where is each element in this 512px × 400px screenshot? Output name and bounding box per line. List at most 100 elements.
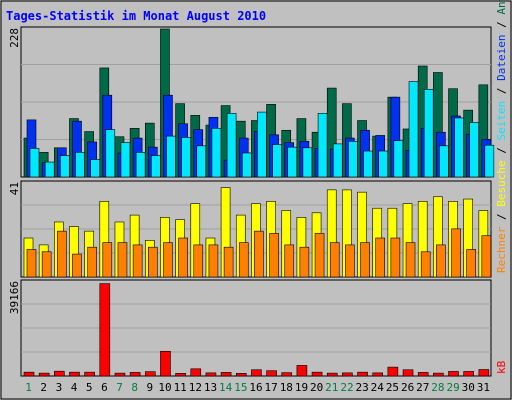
bar-kb-day-21 xyxy=(326,372,338,377)
x-tick-label-11: 11 xyxy=(174,381,187,394)
bar-kb-day-22 xyxy=(342,372,353,377)
bar-rechner-day-31 xyxy=(481,235,492,278)
bar-rechner-day-8 xyxy=(132,244,143,278)
x-tick-label-15: 15 xyxy=(234,381,247,394)
bar-seiten-day-14 xyxy=(226,113,237,178)
bar-rechner-day-13 xyxy=(208,244,219,278)
panel-bottom: 39166 xyxy=(8,279,492,377)
x-tick-label-19: 19 xyxy=(295,381,308,394)
x-tick-label-1: 1 xyxy=(25,381,32,394)
x-tick-label-7: 7 xyxy=(116,381,123,394)
bar-seiten-day-20 xyxy=(317,113,328,178)
bar-rechner-day-5 xyxy=(87,246,97,278)
bar-rechner-day-9 xyxy=(147,246,158,278)
bar-rechner-day-22 xyxy=(345,244,355,278)
bar-kb-day-14 xyxy=(220,372,232,377)
bar-seiten-day-12 xyxy=(196,145,207,178)
x-tick-label-17: 17 xyxy=(265,381,278,394)
bar-rechner-day-25 xyxy=(390,237,401,278)
bar-rechner-day-28 xyxy=(436,244,446,278)
bar-seiten-day-13 xyxy=(211,128,222,178)
panel-top: 228 xyxy=(8,26,495,178)
bar-seiten-day-17 xyxy=(272,144,282,178)
legend-kb: kB xyxy=(495,360,508,374)
panel-middle-max-label: 41 xyxy=(8,182,21,195)
bar-rechner-day-18 xyxy=(284,244,295,278)
bar-seiten-day-7 xyxy=(120,142,131,178)
bar-rechner-day-12 xyxy=(193,244,204,278)
bar-seiten-day-31 xyxy=(484,144,495,178)
legend-entry: Seiten xyxy=(495,101,508,141)
bar-rechner-day-6 xyxy=(102,242,113,278)
bar-kb-day-19 xyxy=(296,365,308,377)
bar-kb-day-5 xyxy=(84,371,95,377)
x-tick-label-30: 30 xyxy=(462,381,475,394)
bar-kb-day-7 xyxy=(114,372,126,377)
x-tick-label-13: 13 xyxy=(204,381,217,394)
legend-entry: / xyxy=(495,81,508,101)
right-legend: Rechner / Besuche / Seiten / Dateien / A… xyxy=(495,0,508,374)
legend-entry: Dateien xyxy=(495,35,508,81)
bar-seiten-day-9 xyxy=(150,155,161,178)
bar-kb-day-24 xyxy=(372,372,384,377)
bar-rechner-day-21 xyxy=(329,242,340,278)
legend-entry: / xyxy=(495,141,508,161)
bar-kb-day-2 xyxy=(38,372,50,377)
bar-seiten-day-3 xyxy=(60,155,70,178)
x-tick-label-20: 20 xyxy=(310,381,323,394)
bar-seiten-day-29 xyxy=(454,117,464,178)
x-tick-label-24: 24 xyxy=(371,381,385,394)
bar-rechner-day-14 xyxy=(223,246,234,278)
panel-middle: 41 xyxy=(8,180,492,278)
bar-rechner-day-20 xyxy=(314,233,325,278)
bar-rechner-day-26 xyxy=(405,242,416,278)
bar-rechner-day-16 xyxy=(254,230,264,278)
bar-seiten-day-10 xyxy=(166,135,176,178)
bar-rechner-day-2 xyxy=(41,251,52,278)
bar-rechner-day-1 xyxy=(26,249,37,278)
bar-rechner-day-29 xyxy=(451,228,461,278)
x-axis-labels: 1 2 3 4 5 6 7 8 9 10 11 12 13 14 15 16 17 18 19 20 21 22 23 24 2… xyxy=(25,381,490,394)
panel-bottom-max-label: 39166 xyxy=(8,281,21,314)
bar-kb-day-29 xyxy=(448,371,459,377)
bar-kb-day-15 xyxy=(235,373,247,377)
bar-seiten-day-2 xyxy=(44,161,55,178)
bar-seiten-day-21 xyxy=(332,143,343,178)
bar-rechner-day-7 xyxy=(117,242,128,278)
legend-series: Rechner / Besuche / Seiten / Dateien / A… xyxy=(495,0,508,273)
bar-seiten-day-28 xyxy=(439,145,449,178)
bar-kb-day-13 xyxy=(205,372,217,377)
bar-rechner-day-27 xyxy=(420,251,431,278)
bar-kb-day-23 xyxy=(357,371,368,377)
bar-kb-day-26 xyxy=(402,369,414,377)
x-tick-label-21: 21 xyxy=(325,381,338,394)
legend-entry: Besuche xyxy=(495,160,508,206)
bar-rechner-day-17 xyxy=(269,233,279,278)
bar-kb-day-18 xyxy=(281,372,293,377)
bar-seiten-day-25 xyxy=(393,140,404,178)
x-tick-label-31: 31 xyxy=(477,381,490,394)
legend-entry: / xyxy=(495,15,508,35)
legend-entry: Anfragen xyxy=(495,0,508,15)
bar-seiten-day-27 xyxy=(423,89,434,178)
bar-kb-day-1 xyxy=(23,371,35,377)
x-tick-label-22: 22 xyxy=(340,381,353,394)
chart-title: Tages-Statistik im Monat August 2010 xyxy=(6,9,266,23)
bar-seiten-day-5 xyxy=(90,159,100,178)
legend-entry: Rechner xyxy=(495,226,508,273)
bar-rechner-day-30 xyxy=(466,249,476,278)
x-tick-label-14: 14 xyxy=(219,381,233,394)
x-tick-label-28: 28 xyxy=(431,381,444,394)
bar-kb-day-30 xyxy=(463,371,474,377)
chart-panels: 228 41 39166 xyxy=(8,26,495,377)
x-tick-label-26: 26 xyxy=(401,381,414,394)
bar-seiten-day-26 xyxy=(408,81,419,178)
x-tick-label-8: 8 xyxy=(131,381,138,394)
x-tick-label-25: 25 xyxy=(386,381,399,394)
bar-kb-day-12 xyxy=(190,368,202,377)
bar-kb-day-6 xyxy=(99,283,111,377)
x-tick-label-23: 23 xyxy=(356,381,369,394)
bar-kb-day-3 xyxy=(54,370,65,377)
x-tick-label-16: 16 xyxy=(249,381,262,394)
